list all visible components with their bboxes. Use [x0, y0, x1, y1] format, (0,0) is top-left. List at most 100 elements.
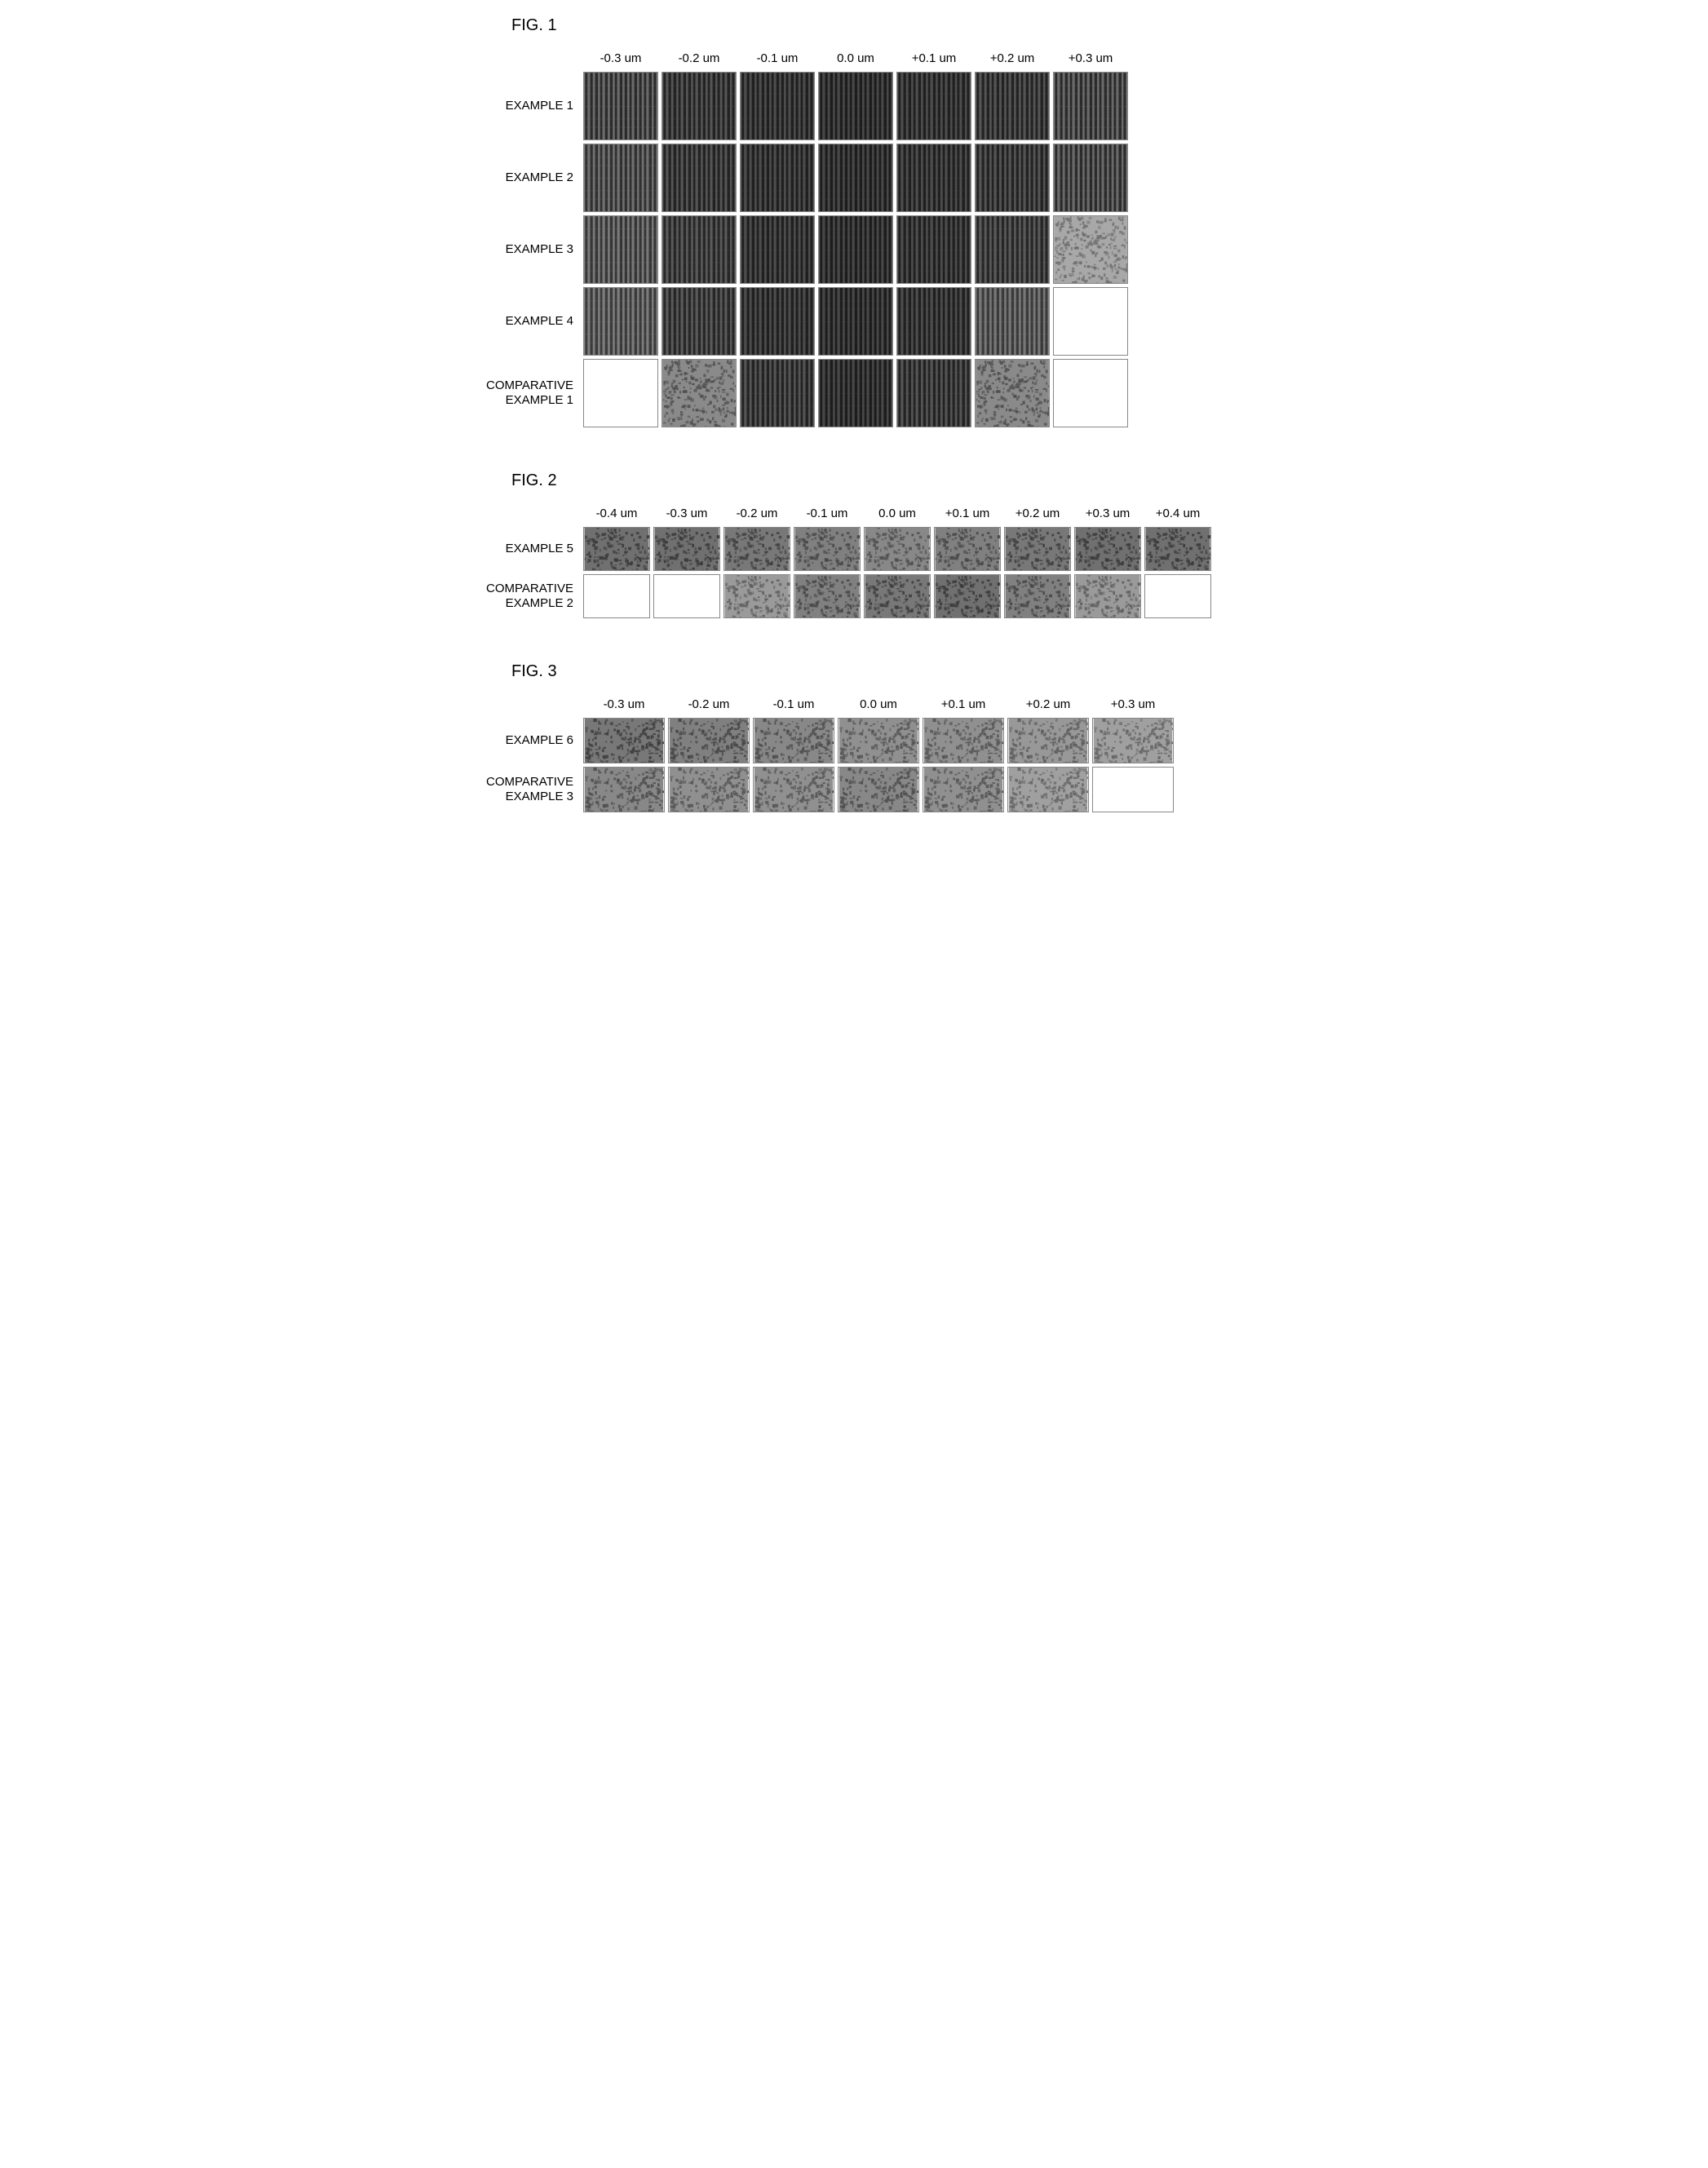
- sample-cell-texture: [662, 360, 736, 427]
- sample-cell: [668, 767, 750, 812]
- sample-cell: [583, 144, 658, 212]
- sample-cell: [1074, 527, 1141, 571]
- sample-cell-texture: [584, 528, 649, 570]
- sample-cell: [1053, 215, 1128, 284]
- sample-cell-texture: [839, 768, 918, 812]
- sample-cell: [583, 287, 658, 356]
- sample-cell: [740, 144, 815, 212]
- sample-cell: [740, 287, 815, 356]
- column-header: -0.2 um: [668, 694, 750, 715]
- sample-cell-texture: [976, 216, 1049, 283]
- sample-cell: [896, 359, 971, 427]
- row-label: COMPARATIVE EXAMPLE 2: [449, 574, 580, 618]
- column-header: +0.1 um: [923, 694, 1004, 715]
- sample-cell: [818, 215, 893, 284]
- row-label: EXAMPLE 4: [449, 287, 580, 356]
- row-label: EXAMPLE 1: [449, 72, 580, 140]
- sample-cell-texture: [584, 144, 657, 211]
- row-label: COMPARATIVE EXAMPLE 1: [449, 359, 580, 427]
- sample-cell: [1007, 767, 1089, 812]
- sample-cell-texture: [794, 528, 860, 570]
- sample-cell-texture: [1005, 528, 1070, 570]
- sample-cell: [896, 144, 971, 212]
- row-label: COMPARATIVE EXAMPLE 3: [449, 767, 580, 812]
- sample-cell-texture: [584, 216, 657, 283]
- sample-cell: [1053, 287, 1128, 356]
- sample-cell-texture: [819, 144, 892, 211]
- sample-cell-texture: [976, 288, 1049, 355]
- sample-cell-texture: [819, 360, 892, 427]
- sample-cell: [583, 72, 658, 140]
- sample-cell-texture: [654, 528, 719, 570]
- sample-cell-texture: [662, 216, 736, 283]
- sample-cell: [975, 287, 1050, 356]
- sample-cell: [818, 287, 893, 356]
- sample-cell: [668, 718, 750, 763]
- figure-block: FIG. 1-0.3 um-0.2 um-0.1 um0.0 um+0.1 um…: [446, 16, 1262, 431]
- column-header: +0.3 um: [1074, 503, 1141, 524]
- sample-cell: [1074, 574, 1141, 618]
- sample-cell: [1053, 72, 1128, 140]
- sample-cell: [583, 574, 650, 618]
- sample-cell: [740, 72, 815, 140]
- row-label: EXAMPLE 6: [449, 718, 580, 763]
- sample-cell-texture: [923, 768, 1003, 812]
- column-header: +0.2 um: [1004, 503, 1071, 524]
- sample-cell-texture: [865, 575, 930, 617]
- figure-block: FIG. 2-0.4 um-0.3 um-0.2 um-0.1 um0.0 um…: [446, 471, 1262, 622]
- sample-cell: [653, 574, 720, 618]
- sample-cell-texture: [754, 768, 834, 812]
- sample-cell: [975, 144, 1050, 212]
- sample-cell-texture: [741, 144, 814, 211]
- sample-cell: [1007, 718, 1089, 763]
- sample-cell-texture: [662, 73, 736, 139]
- sample-cell: [662, 215, 737, 284]
- sample-cell-texture: [1075, 575, 1140, 617]
- table-row: COMPARATIVE EXAMPLE 1: [449, 359, 1128, 427]
- sample-cell: [818, 72, 893, 140]
- column-header: +0.1 um: [896, 48, 971, 69]
- column-header: +0.2 um: [1007, 694, 1089, 715]
- sample-cell: [753, 767, 834, 812]
- sample-cell-texture: [1093, 768, 1173, 812]
- sample-cell: [934, 574, 1001, 618]
- sample-cell-texture: [1054, 288, 1127, 355]
- column-header: -0.1 um: [740, 48, 815, 69]
- sample-cell: [662, 287, 737, 356]
- sample-cell-texture: [584, 288, 657, 355]
- sample-cell-texture: [1075, 528, 1140, 570]
- sample-cell-texture: [819, 216, 892, 283]
- sample-cell-texture: [584, 73, 657, 139]
- sample-cell: [794, 574, 861, 618]
- sample-cell-texture: [741, 288, 814, 355]
- sample-cell: [662, 144, 737, 212]
- sample-cell-texture: [1054, 360, 1127, 427]
- sample-cell: [818, 144, 893, 212]
- sample-cell-texture: [897, 288, 971, 355]
- sample-cell-texture: [669, 719, 749, 763]
- sample-cell-texture: [819, 288, 892, 355]
- column-header: -0.2 um: [662, 48, 737, 69]
- column-header: +0.4 um: [1144, 503, 1211, 524]
- sample-grid: -0.4 um-0.3 um-0.2 um-0.1 um0.0 um+0.1 u…: [446, 500, 1215, 622]
- sample-cell: [896, 287, 971, 356]
- sample-cell: [896, 215, 971, 284]
- sample-cell: [753, 718, 834, 763]
- sample-cell: [794, 527, 861, 571]
- sample-cell: [1053, 144, 1128, 212]
- sample-cell-texture: [976, 144, 1049, 211]
- sample-cell-texture: [897, 216, 971, 283]
- sample-cell: [662, 72, 737, 140]
- sample-grid: -0.3 um-0.2 um-0.1 um0.0 um+0.1 um+0.2 u…: [446, 45, 1131, 431]
- sample-cell: [583, 527, 650, 571]
- column-header: +0.3 um: [1092, 694, 1174, 715]
- sample-cell: [1004, 574, 1071, 618]
- sample-cell: [864, 574, 931, 618]
- sample-cell: [583, 718, 665, 763]
- sample-cell-texture: [741, 360, 814, 427]
- sample-cell-texture: [584, 719, 664, 763]
- sample-cell: [583, 359, 658, 427]
- table-row: EXAMPLE 1: [449, 72, 1128, 140]
- sample-cell: [1092, 767, 1174, 812]
- grid-corner: [449, 694, 580, 715]
